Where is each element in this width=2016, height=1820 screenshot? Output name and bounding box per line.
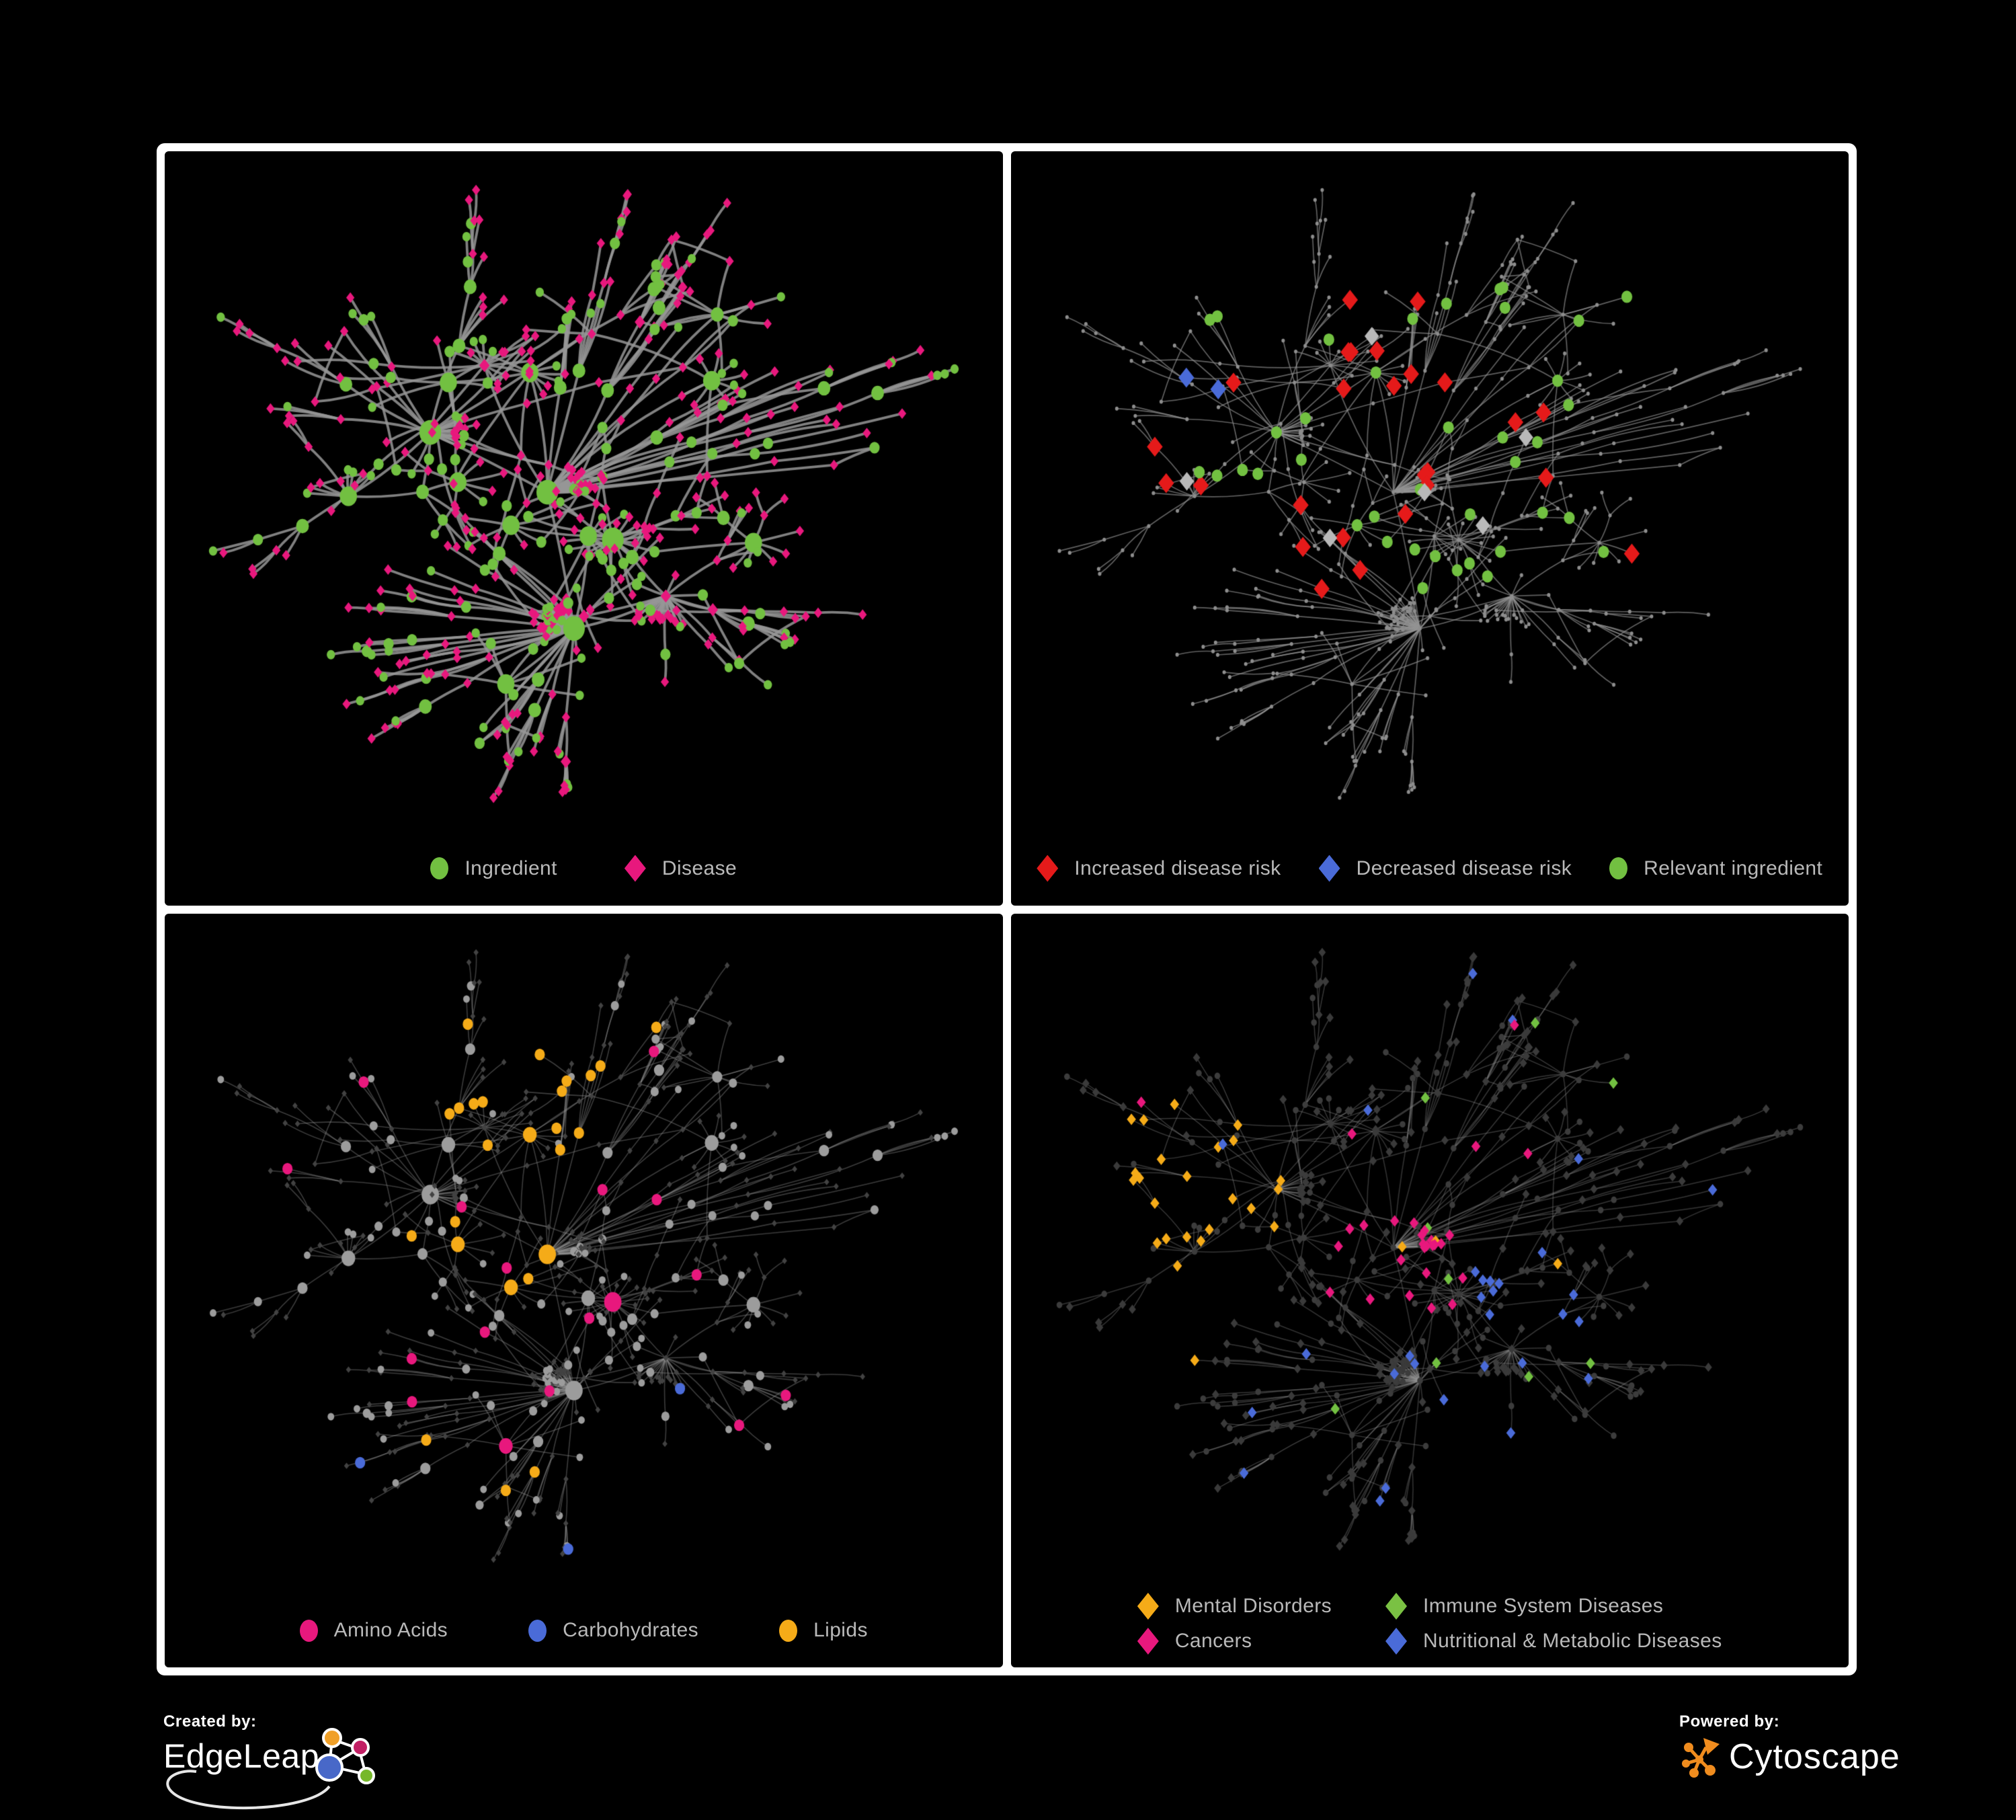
amino-acids-marker-icon: [299, 1619, 318, 1642]
legend-label: Immune System Diseases: [1423, 1595, 1664, 1617]
panel-disease-categories: Mental Disorders Immune System Diseases …: [1010, 913, 1849, 1667]
legend-item-cancers: Cancers: [1137, 1628, 1252, 1655]
mental-disorders-marker-icon: [1137, 1593, 1159, 1620]
edgeleap-logo-icon: [166, 1728, 375, 1810]
ingredient-disease-network-graph: [165, 151, 1003, 832]
edgeleap-node-pink: [351, 1738, 370, 1757]
legend-item-lipids: Lipids: [779, 1619, 868, 1642]
legend-item-ingredient: Ingredient: [430, 857, 557, 880]
nutrient-class-network-graph: [165, 913, 1003, 1593]
legend-item-immune-system-diseases: Immune System Diseases: [1385, 1593, 1663, 1620]
powered-by-label: Powered by:: [1679, 1712, 1780, 1731]
nutritional-metabolic-diseases-marker-icon: [1385, 1628, 1407, 1655]
disease-category-legend: Mental Disorders Immune System Diseases …: [1011, 1580, 1849, 1667]
powered-by-credit: Powered by: Cytosc: [1679, 1712, 1900, 1778]
legend-label: Mental Disorders: [1174, 1595, 1332, 1617]
relevant-ingredient-marker-icon: [1609, 857, 1628, 879]
legend-label: Increased disease risk: [1074, 857, 1281, 879]
disease-marker-icon: [624, 855, 646, 882]
legend-item-decreased-risk: Decreased disease risk: [1318, 855, 1572, 882]
decreased-risk-marker-icon: [1318, 855, 1340, 882]
carbohydrates-marker-icon: [528, 1619, 547, 1642]
cytoscape-brand-text: Cytoscape: [1729, 1737, 1900, 1776]
legend-label: Ingredient: [465, 857, 557, 879]
legend-label: Lipids: [813, 1619, 868, 1641]
panel-grid: Ingredient Disease Increased disease ris…: [157, 143, 1857, 1675]
edgeleap-brand-text: EdgeLeap: [163, 1737, 320, 1775]
edgeleap-brand-row: EdgeLeap: [163, 1728, 375, 1810]
ingredient-marker-icon: [430, 857, 449, 879]
legend-item-relevant-ingredient: Relevant ingredient: [1609, 857, 1822, 880]
legend-label: Nutritional & Metabolic Diseases: [1423, 1630, 1722, 1652]
legend-item-carbohydrates: Carbohydrates: [528, 1619, 698, 1642]
legend-label: Disease: [661, 857, 737, 879]
disease-risk-network-graph: [1010, 151, 1849, 832]
nutrient-class-legend: Amino Acids Carbohydrates Lipids: [165, 1593, 1003, 1667]
created-by-label: Created by:: [163, 1712, 257, 1731]
panel-disease-risk: Increased disease risk Decreased disease…: [1010, 151, 1849, 906]
cytoscape-logo-icon: [1682, 1738, 1720, 1778]
increased-risk-marker-icon: [1037, 855, 1059, 882]
edgeleap-node-green: [358, 1767, 375, 1784]
legend-label: Decreased disease risk: [1356, 857, 1572, 879]
legend-item-mental-disorders: Mental Disorders: [1137, 1593, 1332, 1620]
cytoscape-brand-row: Cytoscape: [1679, 1735, 1900, 1778]
panel-ingredient-disease: Ingredient Disease: [165, 151, 1003, 906]
legend-label: Relevant ingredient: [1644, 857, 1823, 879]
cancers-marker-icon: [1137, 1628, 1159, 1655]
legend-label: Amino Acids: [333, 1619, 448, 1641]
legend-label: Cancers: [1174, 1630, 1252, 1652]
legend-label: Carbohydrates: [563, 1619, 699, 1641]
edgeleap-node-blue: [315, 1753, 344, 1782]
disease-risk-legend: Increased disease risk Decreased disease…: [1011, 832, 1849, 906]
legend-item-nutritional-metabolic-diseases: Nutritional & Metabolic Diseases: [1385, 1628, 1722, 1655]
disease-category-network-graph: [1010, 913, 1849, 1580]
lipids-marker-icon: [779, 1619, 798, 1642]
legend-item-amino-acids: Amino Acids: [299, 1619, 448, 1642]
ingredient-disease-legend: Ingredient Disease: [165, 832, 1003, 906]
edgeleap-node-orange: [322, 1728, 342, 1748]
legend-item-disease: Disease: [624, 855, 737, 882]
immune-system-diseases-marker-icon: [1385, 1593, 1407, 1620]
legend-item-increased-risk: Increased disease risk: [1037, 855, 1281, 882]
panel-nutrient-classes: Amino Acids Carbohydrates Lipids: [165, 913, 1003, 1667]
created-by-credit: Created by: EdgeLeap: [163, 1712, 375, 1810]
edgeleap-swoosh: [166, 1770, 331, 1810]
